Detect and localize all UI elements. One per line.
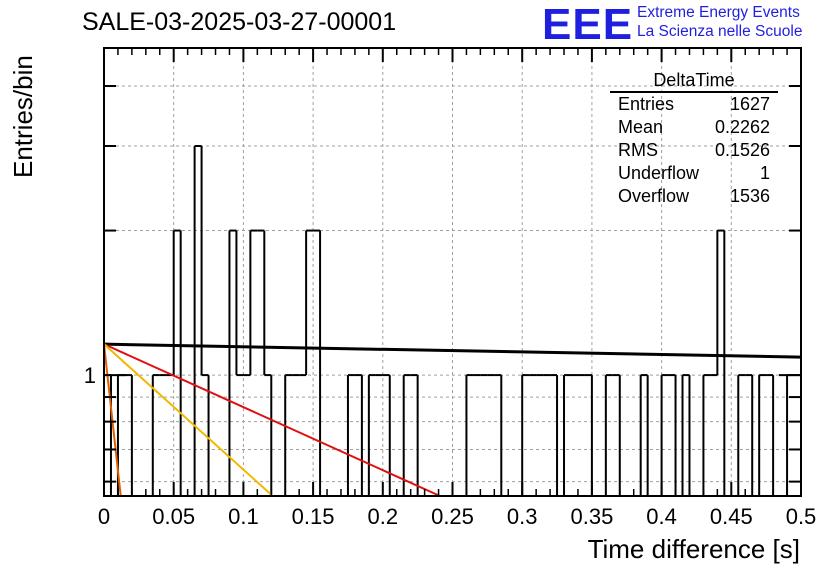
x-tick-label: 0 — [98, 504, 110, 529]
stats-label: Overflow — [618, 186, 690, 206]
stats-box: DeltaTime Entries 1627 Mean 0.2262 RMS 0… — [610, 70, 778, 208]
logo-line-2: La Scienza nelle Scuole — [637, 23, 803, 40]
stats-row-mean: Mean 0.2262 — [610, 116, 778, 139]
stats-label: Mean — [618, 117, 664, 137]
x-tick-label: 0.25 — [431, 504, 474, 529]
x-tick-label: 0.35 — [570, 504, 613, 529]
stats-row-rms: RMS 0.1526 — [610, 139, 778, 162]
logo-line-1: Extreme Energy Events — [637, 4, 800, 21]
stats-row-underflow: Underflow 1 — [610, 162, 778, 185]
fit-line-steep — [103, 344, 122, 497]
y-axis-label: Entries/bin — [8, 55, 38, 178]
fit-line-black — [103, 342, 802, 359]
stats-label: Entries — [618, 94, 675, 114]
stats-label: Underflow — [618, 163, 700, 183]
x-tick-label: 0.1 — [228, 504, 259, 529]
stats-value: 1627 — [729, 94, 770, 114]
stats-value: 1 — [759, 163, 770, 183]
y-tick-label: 1 — [84, 363, 96, 388]
fit-line-red — [103, 343, 441, 497]
stats-row-overflow: Overflow 1536 — [610, 185, 778, 208]
stats-value: 1536 — [729, 186, 770, 206]
run-title: SALE-03-2025-03-27-00001 — [82, 8, 397, 36]
stats-value: 0.2262 — [714, 117, 770, 137]
fit-line-orange — [103, 343, 274, 497]
stats-row-entries: Entries 1627 — [610, 93, 778, 116]
x-tick-label: 0.15 — [292, 504, 335, 529]
x-tick-label: 0.3 — [507, 504, 538, 529]
fit-lines — [103, 342, 802, 497]
stats-value: 0.1526 — [714, 140, 770, 160]
stats-label: RMS — [618, 140, 658, 160]
axes — [103, 47, 802, 497]
eee-logo: EEE — [542, 0, 634, 49]
logo-text: Extreme Energy Events La Scienza nelle S… — [637, 3, 802, 41]
x-tick-labels: 0 0.05 0.1 0.15 0.2 0.25 0.3 0.35 0.4 0.45 0.5 — [98, 504, 816, 529]
x-tick-label: 0.05 — [152, 504, 195, 529]
x-tick-label: 0.4 — [646, 504, 677, 529]
x-tick-label: 0.5 — [786, 504, 817, 529]
x-axis-label: Time difference [s] — [588, 534, 800, 564]
stats-title: DeltaTime — [610, 70, 778, 93]
x-tick-label: 0.2 — [368, 504, 399, 529]
x-tick-label: 0.45 — [710, 504, 753, 529]
